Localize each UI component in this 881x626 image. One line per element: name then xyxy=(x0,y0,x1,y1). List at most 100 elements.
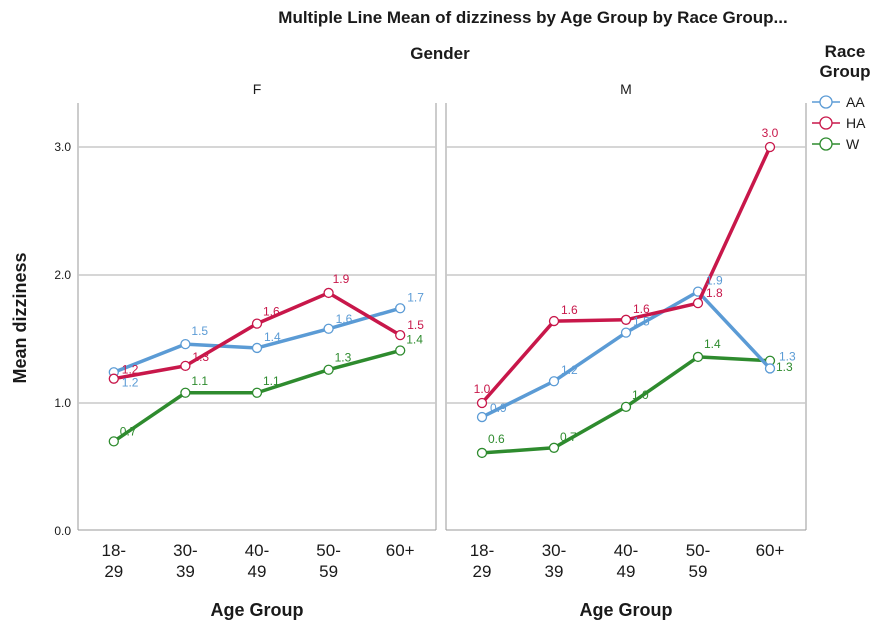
data-label-aa: 0.9 xyxy=(490,401,507,415)
x-tick-label: 50- xyxy=(316,541,341,560)
data-point-aa xyxy=(476,411,488,423)
series-aa xyxy=(108,303,406,378)
data-label-ha: 1.5 xyxy=(407,318,424,332)
data-point-w xyxy=(180,387,191,398)
data-point-ha xyxy=(323,287,334,299)
data-label-w: 0.7 xyxy=(560,430,577,444)
legend-item-aa: AA xyxy=(812,94,865,110)
series-line-ha xyxy=(112,291,402,381)
x-tick-label: 59 xyxy=(689,562,708,581)
x-tick-label: 39 xyxy=(176,562,195,581)
data-label-w: 1.1 xyxy=(263,374,280,388)
data-label-ha: 1.9 xyxy=(333,272,350,286)
y-axis-ticks: 0.0 1.0 2.0 3.0 xyxy=(54,140,71,538)
x-tick-label: 49 xyxy=(248,562,267,581)
data-point-ha xyxy=(108,373,119,384)
legend-swatch-marker xyxy=(819,137,833,151)
data-point-w xyxy=(108,436,119,447)
y-tick-label: 1.0 xyxy=(54,396,71,410)
legend-label: AA xyxy=(846,94,865,110)
data-point-ha xyxy=(476,397,488,409)
series-ha xyxy=(108,287,406,384)
panel-label: M xyxy=(620,81,632,97)
series-ha xyxy=(476,141,776,409)
data-point-w xyxy=(692,351,704,363)
data-label-w: 1.3 xyxy=(776,360,793,374)
x-tick-label: 29 xyxy=(473,562,492,581)
data-label-ha: 1.6 xyxy=(263,305,280,319)
x-tick-label: 59 xyxy=(319,562,338,581)
data-point-w xyxy=(620,401,632,412)
data-point-ha xyxy=(395,330,406,341)
data-label-w: 1.1 xyxy=(191,374,208,388)
data-point-ha xyxy=(548,315,560,327)
data-point-w xyxy=(323,364,334,375)
x-tick-label: 39 xyxy=(545,562,564,581)
panel-m: M 18- 29 30- 39 40- 49 50- 59 60+ Age Group 0.6 0.7 1… xyxy=(445,81,807,620)
legend-label: W xyxy=(846,136,860,152)
x-tick-label: 60+ xyxy=(386,541,415,560)
x-tick-label: 29 xyxy=(104,562,123,581)
data-label-aa: 1.9 xyxy=(706,274,723,288)
panel-label: F xyxy=(253,81,262,97)
y-tick-label: 2.0 xyxy=(54,268,71,282)
data-point-aa xyxy=(180,338,191,350)
legend-swatch-marker xyxy=(819,116,833,130)
x-axis-title: Age Group xyxy=(211,600,304,620)
x-tick-label: 30- xyxy=(542,541,567,560)
data-label-w: 1.0 xyxy=(632,388,649,402)
data-point-aa xyxy=(395,303,406,314)
data-label-aa: 1.4 xyxy=(264,330,281,344)
legend-title-line-1: Race xyxy=(825,42,866,61)
x-tick-label: 50- xyxy=(686,541,711,560)
data-label-aa: 1.7 xyxy=(407,290,424,304)
y-tick-label: 0.0 xyxy=(54,524,71,538)
data-label-ha: 1.8 xyxy=(706,286,723,300)
data-point-aa xyxy=(323,323,334,334)
data-label-ha: 3.0 xyxy=(762,126,779,140)
legend-title-line-2: Group xyxy=(820,62,871,81)
data-label-aa: 1.3 xyxy=(779,349,796,363)
data-label-w: 0.7 xyxy=(120,424,137,438)
y-tick-label: 3.0 xyxy=(54,140,71,154)
panel-f: F 18- 29 30- 39 40- 49 50- 59 60+ Age Group 0.7 1.1 1… xyxy=(77,81,437,620)
data-label-ha: 1.2 xyxy=(122,363,139,377)
data-label-w: 1.4 xyxy=(406,333,423,347)
x-tick-label: 30- xyxy=(173,541,198,560)
x-tick-label: 60+ xyxy=(756,541,785,560)
data-point-ha xyxy=(764,141,776,153)
series-w xyxy=(476,351,776,459)
data-point-ha xyxy=(251,318,263,329)
data-point-aa xyxy=(620,327,632,338)
series-w xyxy=(108,345,406,447)
data-point-aa xyxy=(251,342,263,354)
x-tick-label: 40- xyxy=(245,541,270,560)
chart-title: Multiple Line Mean of dizziness by Age G… xyxy=(278,8,787,27)
x-tick-label: 49 xyxy=(617,562,636,581)
data-point-w xyxy=(548,442,560,453)
data-label-ha: 1.0 xyxy=(474,382,491,396)
legend-swatch-marker xyxy=(819,95,833,109)
data-label-w: 0.6 xyxy=(488,432,505,446)
data-label-aa: 1.5 xyxy=(191,324,208,338)
data-point-w xyxy=(395,345,406,356)
data-label-aa: 1.2 xyxy=(561,363,578,377)
data-point-ha xyxy=(692,298,704,309)
x-axis-title: Age Group xyxy=(580,600,673,620)
legend-item-ha: HA xyxy=(812,115,866,131)
x-tick-label: 18- xyxy=(102,541,127,560)
data-label-w: 1.4 xyxy=(704,337,721,351)
data-point-w xyxy=(251,387,263,398)
series-aa xyxy=(476,286,776,423)
x-tick-label: 40- xyxy=(614,541,639,560)
x-tick-label: 18- xyxy=(470,541,495,560)
data-label-ha: 1.6 xyxy=(561,303,578,317)
y-axis-title: Mean dizziness xyxy=(10,252,30,383)
data-label-aa: 1.5 xyxy=(633,315,650,329)
legend-item-w: W xyxy=(812,136,860,152)
data-point-ha xyxy=(180,360,191,372)
data-label-aa: 1.2 xyxy=(122,375,139,389)
data-point-w xyxy=(476,447,488,459)
data-point-aa xyxy=(548,376,560,387)
